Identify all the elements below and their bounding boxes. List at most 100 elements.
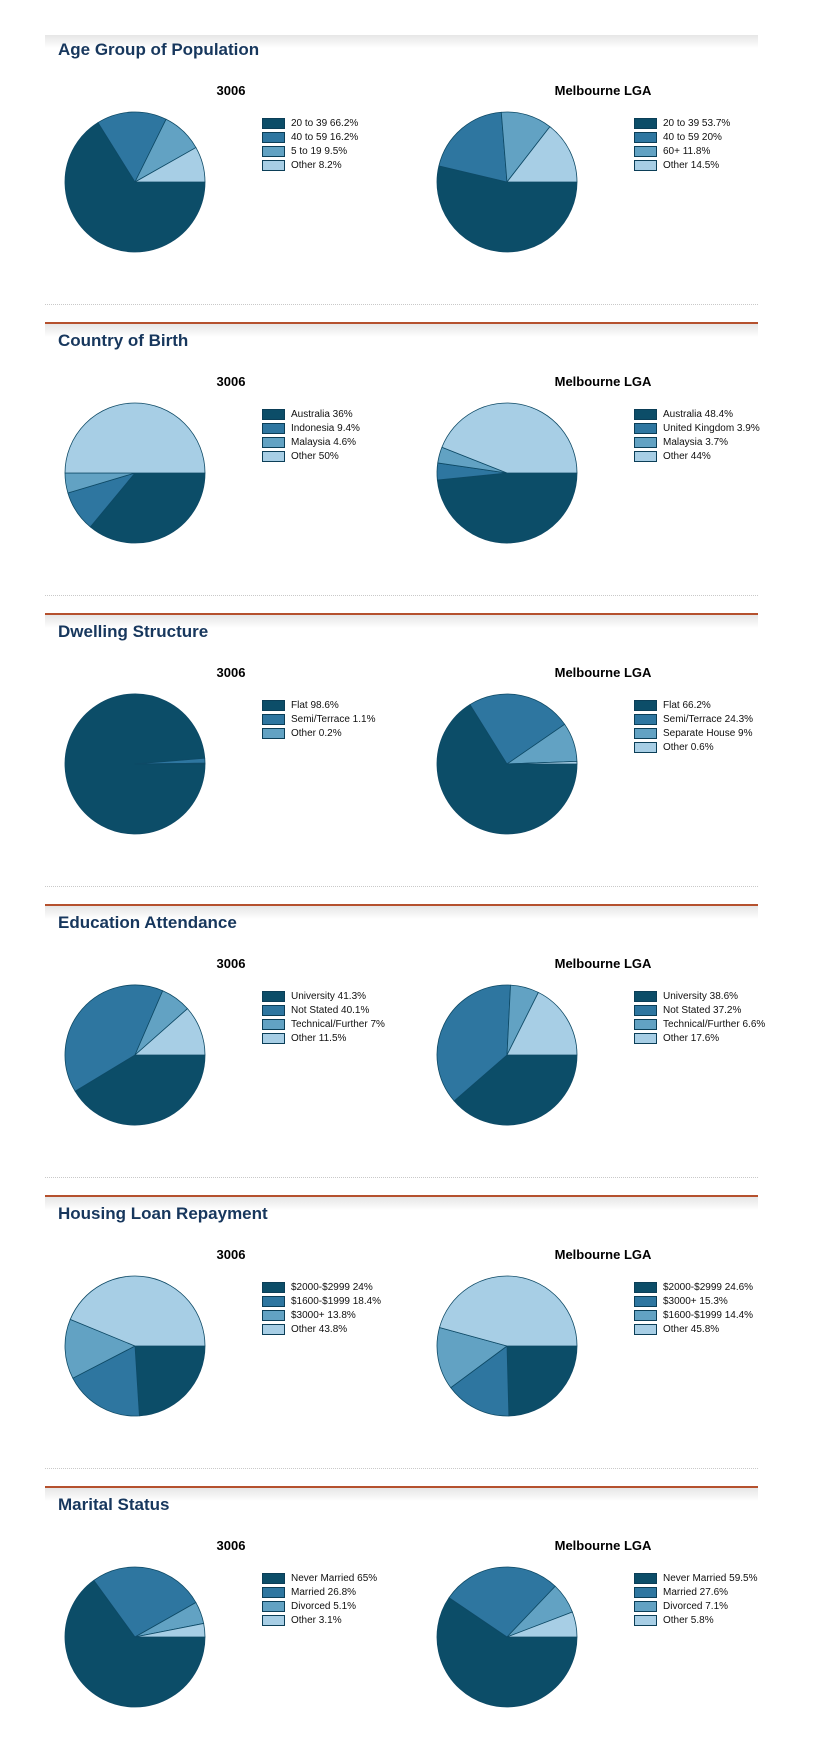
legend-swatch	[262, 1282, 285, 1293]
legend-label: 40 to 59 20%	[663, 132, 722, 143]
legend-swatch	[262, 132, 285, 143]
section-divider-shadow	[45, 1488, 758, 1501]
pie	[436, 984, 578, 1126]
section-divider-rule	[45, 1195, 758, 1197]
legend-swatch	[262, 1310, 285, 1321]
chart-title: Melbourne LGA	[554, 665, 652, 680]
section-divider-rule	[45, 322, 758, 324]
pie-slice-other	[506, 992, 578, 1056]
legend-swatch	[634, 728, 657, 739]
section-divider-dotted	[45, 595, 758, 596]
legend-swatch	[262, 1033, 285, 1044]
section-divider-dotted	[45, 886, 758, 887]
chart-title: 3006	[216, 1247, 246, 1262]
legend-item: 60+ 11.8%	[634, 146, 730, 157]
chart-title: 3006	[216, 956, 246, 971]
legend-label: Australia 36%	[291, 409, 353, 420]
charts-row: 3006 Australia 36% Indonesia 9.4% Malays…	[45, 369, 789, 545]
legend-label: Other 0.2%	[291, 728, 342, 739]
pie-slice-other	[506, 1611, 578, 1638]
charts-row: 3006 University 41.3% Not Stated 40.1% T…	[45, 951, 789, 1127]
section-age-group-of-population: Age Group of Population 3006 20 to 39 66…	[0, 14, 827, 305]
legend-item: $1600-$1999 14.4%	[634, 1310, 753, 1321]
pie-chart-melbourne-lga: Melbourne LGA Australia 48.4% United Kin…	[417, 369, 789, 545]
section-country-of-birth: Country of Birth 3006 Australia 36% Indo…	[0, 304, 827, 596]
pie-slice-20-to-39	[436, 165, 578, 253]
pie	[64, 111, 206, 253]
legend-swatch	[634, 991, 657, 1002]
legend: Flat 98.6% Semi/Terrace 1.1% Other 0.2%	[262, 700, 375, 836]
legend-label: Not Stated 40.1%	[291, 1005, 370, 1016]
section-divider-rule	[45, 904, 758, 906]
legend-item: $3000+ 15.3%	[634, 1296, 753, 1307]
legend-swatch	[634, 700, 657, 711]
pie-slice-never-married	[436, 1597, 578, 1708]
pie	[64, 693, 206, 835]
legend-swatch	[262, 1615, 285, 1626]
legend-item: $1600-$1999 18.4%	[262, 1296, 381, 1307]
section-education-attendance: Education Attendance 3006 University 41.…	[0, 886, 827, 1178]
legend-label: Malaysia 4.6%	[291, 437, 357, 448]
legend-item: 20 to 39 66.2%	[262, 118, 358, 129]
legend-swatch	[634, 1310, 657, 1321]
legend: 20 to 39 66.2% 40 to 59 16.2% 5 to 19 9.…	[262, 118, 358, 254]
legend-label: Other 5.8%	[663, 1615, 714, 1626]
legend-item: Semi/Terrace 1.1%	[262, 714, 375, 725]
legend-label: Other 3.1%	[291, 1615, 342, 1626]
pie-slice-semi-terrace	[469, 693, 566, 765]
chart-body: 20 to 39 53.7% 40 to 59 20% 60+ 11.8% Ot…	[417, 110, 789, 254]
legend-label: Married 26.8%	[291, 1587, 357, 1598]
legend-swatch	[262, 1324, 285, 1335]
legend-swatch	[634, 1296, 657, 1307]
pie-slice-other	[439, 1275, 578, 1347]
section-marital-status: Marital Status 3006 Never Married 65% Ma…	[0, 1468, 827, 1760]
legend: University 38.6% Not Stated 37.2% Techni…	[634, 991, 765, 1127]
legend-swatch	[262, 714, 285, 725]
section-divider-dotted	[45, 304, 758, 305]
pie-slice-40-to-59	[438, 111, 508, 183]
legend-swatch	[634, 1019, 657, 1030]
pie-slice-not-stated	[436, 984, 511, 1102]
legend-item: Divorced 7.1%	[634, 1601, 757, 1612]
legend-swatch	[634, 714, 657, 725]
chart-body: Flat 98.6% Semi/Terrace 1.1% Other 0.2%	[45, 692, 417, 836]
legend-label: Other 0.6%	[663, 742, 714, 753]
legend: Never Married 59.5% Married 27.6% Divorc…	[634, 1573, 757, 1709]
legend-item: Other 44%	[634, 451, 760, 462]
legend-swatch	[262, 1296, 285, 1307]
pie	[64, 1566, 206, 1708]
chart-body: 20 to 39 66.2% 40 to 59 16.2% 5 to 19 9.…	[45, 110, 417, 254]
legend-item: Semi/Terrace 24.3%	[634, 714, 753, 725]
pie-chart-melbourne-lga: Melbourne LGA $2000-$2999 24.6% $3000+ 1…	[417, 1242, 789, 1418]
legend-label: Malaysia 3.7%	[663, 437, 729, 448]
pie-slice-other	[506, 126, 578, 183]
legend-label: 5 to 19 9.5%	[291, 146, 348, 157]
legend-label: Never Married 59.5%	[663, 1573, 758, 1584]
pie-slice-40-to-59	[97, 111, 167, 183]
pie-slice-other	[134, 1623, 206, 1638]
legend-item: Other 43.8%	[262, 1324, 381, 1335]
legend-item: Technical/Further 7%	[262, 1019, 385, 1030]
legend-swatch	[634, 409, 657, 420]
section-title: Marital Status	[58, 1495, 170, 1514]
legend-label: Other 45.8%	[663, 1324, 720, 1335]
legend-label: Other 44%	[663, 451, 711, 462]
legend-swatch	[634, 1033, 657, 1044]
pie-slice-other	[69, 1275, 206, 1347]
legend-label: Other 43.8%	[291, 1324, 348, 1335]
pie-chart-melbourne-lga: Melbourne LGA Never Married 59.5% Marrie…	[417, 1533, 789, 1709]
section-divider-shadow	[45, 615, 758, 628]
legend-label: University 38.6%	[663, 991, 739, 1002]
pie	[436, 1275, 578, 1417]
legend-label: Divorced 7.1%	[663, 1601, 729, 1612]
legend-item: Other 14.5%	[634, 160, 730, 171]
legend: Flat 66.2% Semi/Terrace 24.3% Separate H…	[634, 700, 753, 836]
chart-title: Melbourne LGA	[554, 374, 652, 389]
legend-label: Other 8.2%	[291, 160, 342, 171]
legend-swatch	[634, 1601, 657, 1612]
legend-item: Indonesia 9.4%	[262, 423, 360, 434]
pie-slice-married	[448, 1566, 556, 1638]
chart-body: Flat 66.2% Semi/Terrace 24.3% Separate H…	[417, 692, 789, 836]
chart-title: Melbourne LGA	[554, 956, 652, 971]
section-title: Housing Loan Repayment	[58, 1204, 268, 1223]
